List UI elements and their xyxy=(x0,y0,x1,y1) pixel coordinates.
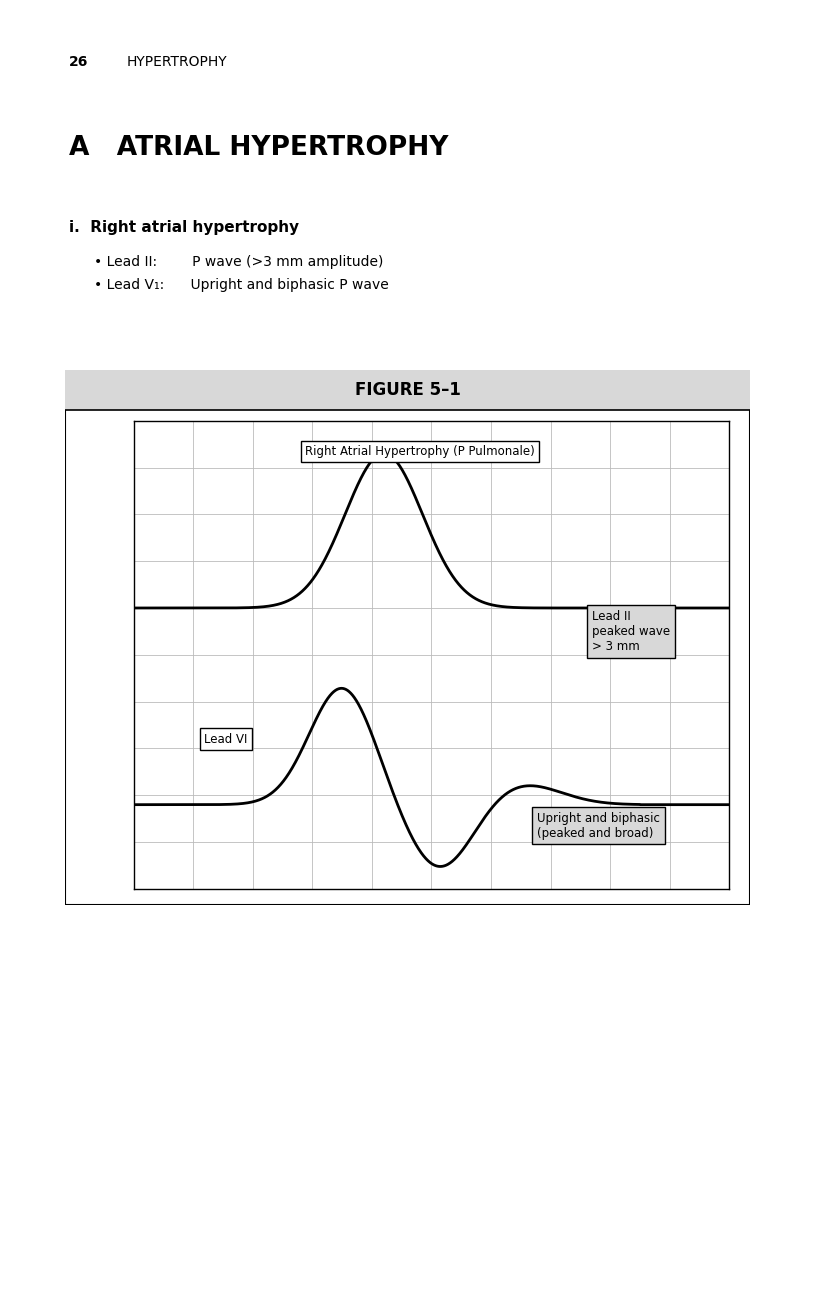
Text: Upright and biphasic
(peaked and broad): Upright and biphasic (peaked and broad) xyxy=(537,812,660,840)
Text: 26: 26 xyxy=(69,55,89,68)
Text: Right Atrial Hypertrophy (P Pulmonale): Right Atrial Hypertrophy (P Pulmonale) xyxy=(305,445,535,458)
Bar xyxy=(65,370,750,411)
Text: Lead II
peaked wave
> 3 mm: Lead II peaked wave > 3 mm xyxy=(592,609,670,653)
Text: HYPERTROPHY: HYPERTROPHY xyxy=(126,55,227,68)
Text: • Lead V₁:      Upright and biphasic P wave: • Lead V₁: Upright and biphasic P wave xyxy=(94,278,389,292)
Text: • Lead II:        P wave (>3 mm amplitude): • Lead II: P wave (>3 mm amplitude) xyxy=(94,255,383,268)
Text: Lead VI: Lead VI xyxy=(205,733,248,746)
Text: A   ATRIAL HYPERTROPHY: A ATRIAL HYPERTROPHY xyxy=(69,136,449,161)
Text: i.  Right atrial hypertrophy: i. Right atrial hypertrophy xyxy=(69,220,299,236)
Text: FIGURE 5–1: FIGURE 5–1 xyxy=(355,382,460,399)
